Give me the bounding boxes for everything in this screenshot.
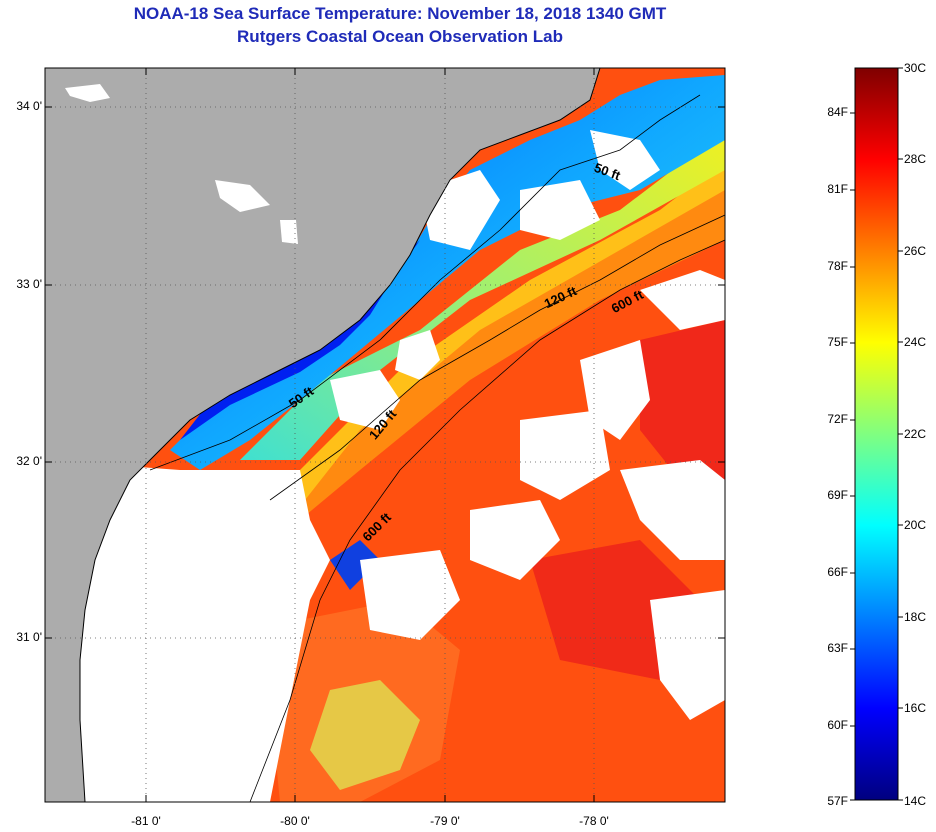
cloud-mask <box>520 180 600 240</box>
isobath-600ft <box>249 239 725 802</box>
cloud-mask <box>640 270 725 330</box>
colorbar-f-label: 84F <box>827 105 848 119</box>
axis-ticks <box>45 68 725 802</box>
isobath-120ft <box>269 214 725 501</box>
lon-tick-label: -80 0' <box>280 814 310 828</box>
land <box>45 68 600 802</box>
colorbar-c-label: 16C <box>904 701 927 715</box>
cloud-mask <box>590 130 660 190</box>
map-title: NOAA-18 Sea Surface Temperature: Novembe… <box>133 4 667 23</box>
colorbar-c-label: 20C <box>904 518 927 532</box>
lat-tick-label: 32 0' <box>16 454 42 468</box>
cloud-mask <box>620 460 725 560</box>
colorbar-f-label: 78F <box>827 259 848 273</box>
lon-tick-label: -79 0' <box>430 814 460 828</box>
colorbar-c-label: 24C <box>904 335 927 349</box>
colorbar-c-label: 18C <box>904 610 927 624</box>
colorbar-ticks <box>850 67 903 801</box>
colorbar-c-label: 22C <box>904 427 927 441</box>
colorbar-f-label: 75F <box>827 335 848 349</box>
colorbar-f-label: 81F <box>827 182 848 196</box>
lat-tick-label: 33 0' <box>16 277 42 291</box>
isobath-50ft <box>149 94 701 471</box>
lon-tick-label: -78 0' <box>579 814 609 828</box>
mixed-water <box>310 680 420 790</box>
map-subtitle: Rutgers Coastal Ocean Observation Lab <box>237 27 563 46</box>
shelf-break-water <box>290 180 725 520</box>
lat-tick-label: 34 0' <box>16 99 42 113</box>
inland-cloud <box>280 220 298 244</box>
coastline <box>79 68 601 802</box>
cloud-mask <box>330 370 400 430</box>
inland-cloud <box>215 180 270 212</box>
colorbar-c-label: 14C <box>904 794 927 808</box>
cloud-mask <box>650 590 725 720</box>
colorbar-f-label: 72F <box>827 412 848 426</box>
colorbar-f-label: 69F <box>827 488 848 502</box>
lon-tick-label: -81 0' <box>131 814 161 828</box>
cloud-mask <box>395 330 440 380</box>
colorbar-c-label: 28C <box>904 152 927 166</box>
cloud-mask <box>520 410 610 500</box>
colorbar <box>854 67 899 801</box>
inland-cloud <box>65 84 110 102</box>
colorbar-f-label: 63F <box>827 641 848 655</box>
colorbar-f-label: 60F <box>827 718 848 732</box>
cold-patch <box>330 540 380 590</box>
cloud-mask <box>360 550 460 640</box>
nearshore-water <box>170 75 725 470</box>
cloud-mask <box>45 460 330 802</box>
lat-tick-label: 31 0' <box>16 630 42 644</box>
colorbar-f-label: 66F <box>827 565 848 579</box>
colorbar-f-label: 57F <box>827 794 848 808</box>
colorbar-c-label: 30C <box>904 61 927 75</box>
map-frame <box>44 67 726 803</box>
graticule <box>45 68 725 802</box>
cloud-mask <box>470 500 560 580</box>
mid-shelf-water <box>290 160 725 500</box>
colorbar-c-label: 26C <box>904 244 927 258</box>
